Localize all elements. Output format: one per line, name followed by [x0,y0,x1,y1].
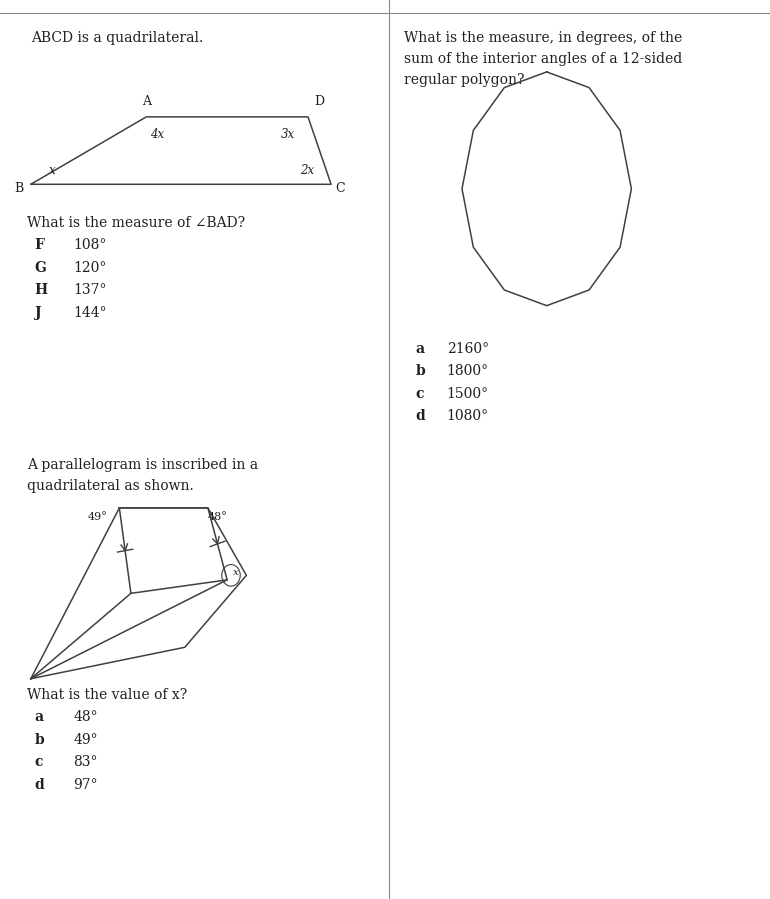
Text: 1800°: 1800° [447,364,489,378]
Text: d: d [416,409,426,423]
Text: 1080°: 1080° [447,409,489,423]
Text: 48°: 48° [73,710,98,725]
Text: a: a [416,342,425,356]
Text: 48°: 48° [208,512,228,522]
Text: b: b [416,364,426,378]
Text: 4x: 4x [150,128,164,140]
Text: c: c [416,387,424,401]
Text: 137°: 137° [73,283,107,298]
Text: A parallelogram is inscribed in a
quadrilateral as shown.: A parallelogram is inscribed in a quadri… [27,458,258,493]
Text: 108°: 108° [73,238,106,253]
Text: What is the measure of ∠BAD?: What is the measure of ∠BAD? [27,216,245,230]
Text: x: x [233,568,239,577]
Text: C: C [336,182,345,195]
Text: D: D [314,95,324,108]
Text: a: a [35,710,44,725]
Text: x: x [49,165,55,177]
Text: c: c [35,755,43,770]
Text: What is the value of x?: What is the value of x? [27,688,187,702]
Text: 49°: 49° [88,512,108,522]
Text: F: F [35,238,45,253]
Text: 83°: 83° [73,755,98,770]
Text: B: B [14,182,23,195]
Text: 144°: 144° [73,306,107,320]
Text: 49°: 49° [73,733,98,747]
Text: H: H [35,283,48,298]
Text: ABCD is a quadrilateral.: ABCD is a quadrilateral. [31,31,203,46]
Text: 97°: 97° [73,778,98,792]
Text: G: G [35,261,46,275]
Text: 120°: 120° [73,261,106,275]
Text: 2160°: 2160° [447,342,489,356]
Text: A: A [142,95,151,108]
Text: What is the measure, in degrees, of the
sum of the interior angles of a 12-sided: What is the measure, in degrees, of the … [404,31,682,86]
Text: 2x: 2x [300,165,314,177]
Text: 1500°: 1500° [447,387,489,401]
Text: d: d [35,778,45,792]
Text: 3x: 3x [281,128,295,140]
Text: b: b [35,733,45,747]
Text: J: J [35,306,42,320]
